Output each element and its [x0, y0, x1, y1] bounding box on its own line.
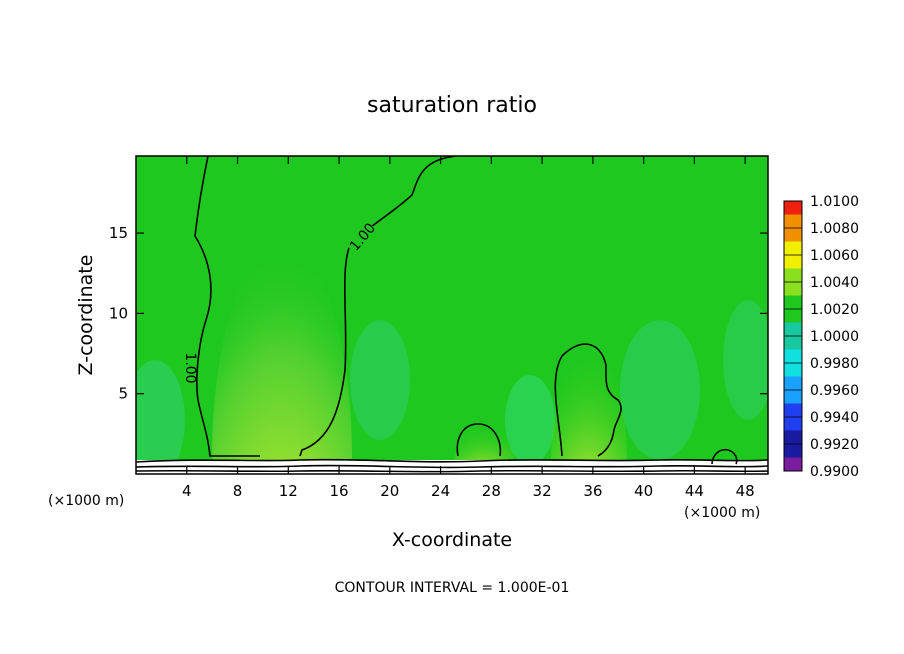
colorbar-label: 0.9940 — [810, 410, 859, 426]
x-unit-right: (×1000 m) — [684, 505, 760, 521]
low-region — [620, 320, 700, 460]
low-region — [723, 300, 768, 420]
contour-1-00-left — [194, 156, 260, 457]
contour-label-bg — [344, 219, 380, 257]
x-tick-label: 40 — [634, 482, 653, 500]
x-axis-label: X-coordinate — [392, 529, 512, 551]
colorbar-label: 0.9920 — [810, 437, 859, 453]
colorbar-swatch — [784, 376, 802, 390]
colorbar-label: 1.0080 — [810, 221, 859, 237]
colorbar-swatch — [784, 390, 802, 404]
colorbar-swatch — [784, 430, 802, 444]
low-region — [136, 360, 185, 474]
colorbar-swatch — [784, 322, 802, 336]
chart-title: saturation ratio — [367, 93, 537, 118]
x-tick-label: 20 — [380, 482, 399, 500]
colorbar-swatch — [784, 241, 802, 255]
colorbar-label: 0.9900 — [810, 464, 859, 480]
colorbar-swatch — [784, 228, 802, 242]
plume-1 — [212, 243, 352, 474]
y-axis: 5 10 15 — [109, 224, 768, 403]
contour-1-00-plume2 — [456, 423, 502, 457]
colorbar-label: 1.0060 — [810, 248, 859, 264]
surface-contour — [136, 464, 768, 469]
surface-contour — [136, 458, 768, 463]
x-tick-label: 32 — [533, 482, 552, 500]
x-tick-label: 28 — [482, 482, 501, 500]
y-tick-label: 15 — [109, 224, 128, 242]
colorbar-swatch — [784, 309, 802, 323]
x-tick-label: 16 — [330, 482, 349, 500]
colorbar-swatch — [784, 295, 802, 309]
x-tick-label: 12 — [279, 482, 298, 500]
x-axis: 4 8 12 16 20 24 28 32 36 40 44 48 — [182, 156, 755, 500]
x-tick-label: 8 — [233, 482, 243, 500]
x-tick-label: 48 — [736, 482, 755, 500]
y-axis-label: Z-coordinate — [75, 255, 97, 376]
low-region — [505, 375, 555, 465]
colorbar: 0.9900 0.9920 0.9940 0.9960 0.9980 1.0000 1.00… — [783, 194, 859, 480]
colorbar-swatch — [784, 268, 802, 282]
contour-1-00-right — [299, 156, 457, 457]
colorbar-swatch — [784, 282, 802, 296]
colorbar-swatch — [784, 214, 802, 228]
contour-interval-text: CONTOUR INTERVAL = 1.000E-01 — [335, 580, 570, 596]
x-tick-label: 24 — [431, 482, 450, 500]
contour-1-00-plume3 — [554, 343, 622, 457]
x-unit-left: (×1000 m) — [48, 493, 124, 509]
colorbar-label: 1.0020 — [810, 302, 859, 318]
contour-label: 1.00 — [182, 352, 198, 383]
colorbar-swatch — [784, 336, 802, 350]
low-region — [350, 320, 410, 440]
colorbar-swatch — [784, 403, 802, 417]
colorbar-swatch — [784, 444, 802, 458]
x-tick-label: 44 — [685, 482, 704, 500]
colorbar-swatch — [784, 363, 802, 377]
colorbar-swatch — [784, 457, 802, 471]
x-tick-label: 4 — [182, 482, 192, 500]
surface-contour — [136, 469, 768, 473]
x-tick-label: 36 — [583, 482, 602, 500]
colorbar-label: 1.0000 — [810, 329, 859, 345]
colorbar-label: 0.9980 — [810, 356, 859, 372]
heatmap-field — [136, 156, 768, 474]
colorbar-label: 1.0100 — [810, 194, 859, 210]
plume-3 — [551, 342, 627, 474]
colorbar-label: 0.9960 — [810, 383, 859, 399]
y-tick-label: 5 — [118, 385, 128, 403]
colorbar-swatch — [784, 349, 802, 363]
contour-1-00-small — [711, 448, 738, 465]
colorbar-swatch — [784, 201, 802, 215]
y-tick-label: 10 — [109, 304, 128, 322]
colorbar-swatch — [784, 417, 802, 431]
plot-frame — [135, 155, 769, 475]
colorbar-label: 1.0040 — [810, 275, 859, 291]
colorbar-swatch — [784, 255, 802, 269]
